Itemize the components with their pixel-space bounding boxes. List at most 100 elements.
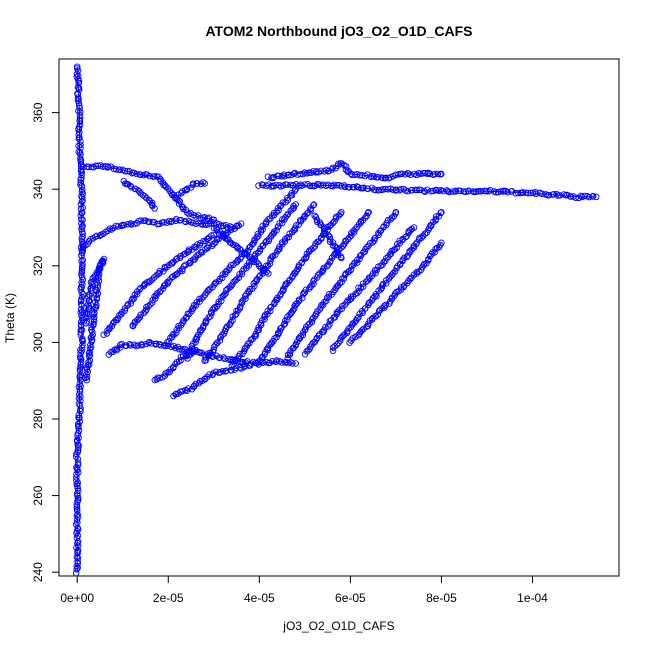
data-point bbox=[78, 209, 86, 216]
data-point bbox=[106, 225, 114, 232]
data-point bbox=[145, 218, 153, 226]
data-point bbox=[80, 163, 87, 171]
data-point bbox=[290, 202, 297, 210]
data-point bbox=[200, 293, 207, 301]
data-point bbox=[281, 172, 288, 180]
data-point bbox=[406, 275, 414, 283]
data-point bbox=[285, 233, 293, 241]
data-point bbox=[424, 170, 431, 177]
data-point bbox=[276, 245, 283, 253]
data-point bbox=[417, 170, 424, 178]
y-tick-label: 360 bbox=[31, 102, 45, 122]
data-point bbox=[121, 307, 128, 314]
data-point bbox=[462, 188, 469, 196]
data-point bbox=[78, 267, 86, 275]
data-point bbox=[393, 244, 401, 251]
data-point bbox=[301, 351, 309, 358]
data-point bbox=[77, 205, 85, 213]
data-point bbox=[389, 269, 397, 277]
data-point bbox=[556, 192, 564, 199]
data-point bbox=[363, 244, 371, 251]
x-tick-label: 4e-05 bbox=[244, 591, 275, 605]
data-point bbox=[310, 277, 317, 285]
data-point bbox=[93, 301, 100, 309]
data-point bbox=[276, 181, 283, 189]
data-point bbox=[92, 162, 100, 170]
data-point bbox=[227, 319, 235, 326]
data-point bbox=[353, 183, 361, 190]
data-point bbox=[333, 341, 341, 348]
data-point bbox=[421, 169, 429, 177]
data-point bbox=[187, 209, 194, 217]
data-point bbox=[254, 249, 262, 256]
data-point bbox=[326, 321, 333, 328]
data-point bbox=[329, 344, 337, 351]
data-point bbox=[99, 163, 107, 170]
data-point bbox=[201, 180, 208, 187]
data-point bbox=[244, 340, 252, 348]
plot-frame bbox=[58, 58, 620, 577]
y-tick-label: 280 bbox=[31, 409, 45, 429]
data-point bbox=[74, 84, 82, 91]
data-point bbox=[427, 222, 435, 230]
data-point bbox=[202, 237, 209, 245]
data-point bbox=[156, 267, 164, 275]
x-tick-label: 1e-04 bbox=[517, 591, 548, 605]
data-point bbox=[204, 287, 212, 294]
data-point bbox=[512, 190, 519, 197]
data-point bbox=[183, 209, 191, 216]
data-point bbox=[227, 283, 234, 290]
data-point bbox=[299, 294, 306, 302]
data-point bbox=[73, 544, 80, 551]
data-point bbox=[75, 84, 83, 92]
data-point bbox=[298, 182, 305, 189]
data-point bbox=[284, 355, 291, 362]
data-point bbox=[148, 299, 156, 307]
data-point bbox=[73, 505, 81, 512]
data-point bbox=[205, 242, 213, 249]
data-point bbox=[382, 185, 389, 193]
data-point bbox=[291, 269, 298, 277]
data-point bbox=[142, 308, 149, 315]
data-point bbox=[311, 243, 319, 250]
data-point bbox=[553, 190, 560, 198]
data-point bbox=[104, 164, 111, 171]
data-point bbox=[85, 291, 93, 298]
data-point bbox=[262, 239, 269, 246]
data-point bbox=[127, 220, 134, 227]
data-point bbox=[216, 230, 223, 237]
data-point bbox=[320, 326, 328, 334]
data-point bbox=[410, 244, 418, 251]
data-point bbox=[365, 320, 372, 327]
data-point bbox=[398, 170, 405, 177]
data-point bbox=[74, 494, 82, 502]
data-point bbox=[73, 63, 81, 70]
data-point bbox=[308, 318, 316, 326]
data-point bbox=[449, 188, 456, 195]
data-point bbox=[162, 183, 170, 191]
data-point bbox=[372, 186, 379, 194]
data-point bbox=[156, 340, 163, 348]
data-point bbox=[273, 226, 280, 234]
data-point bbox=[163, 339, 171, 346]
data-point bbox=[320, 181, 327, 189]
data-point bbox=[255, 182, 262, 189]
data-point bbox=[334, 308, 342, 315]
data-point bbox=[323, 294, 331, 302]
data-point bbox=[378, 284, 386, 292]
data-point bbox=[345, 184, 353, 191]
data-point bbox=[85, 361, 93, 368]
data-point bbox=[185, 210, 193, 218]
data-point bbox=[114, 223, 122, 230]
data-point bbox=[195, 219, 202, 227]
data-point bbox=[327, 182, 335, 190]
data-point bbox=[237, 220, 245, 227]
data-point bbox=[94, 162, 102, 170]
data-point bbox=[397, 185, 405, 193]
data-point bbox=[264, 262, 272, 270]
data-point bbox=[352, 333, 359, 341]
data-point bbox=[299, 331, 307, 339]
data-point bbox=[292, 185, 299, 193]
data-point bbox=[379, 282, 386, 289]
data-point bbox=[76, 104, 83, 112]
